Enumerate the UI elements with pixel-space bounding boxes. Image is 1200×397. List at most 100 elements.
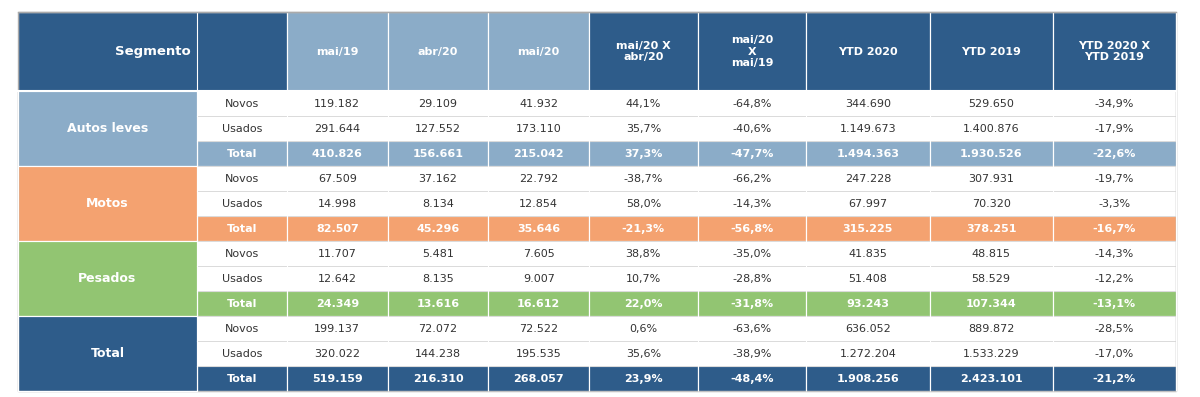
Bar (287, 116, 388, 141)
Text: 48.815: 48.815 (972, 249, 1010, 259)
Bar (806, 291, 930, 316)
Bar (697, 241, 806, 266)
Bar (388, 116, 488, 141)
Text: 1.908.256: 1.908.256 (836, 374, 899, 384)
Text: 44,1%: 44,1% (625, 99, 661, 109)
Bar (287, 241, 388, 266)
Text: -16,7%: -16,7% (1093, 224, 1136, 234)
Bar (388, 166, 488, 191)
Bar (589, 141, 697, 166)
Text: -14,3%: -14,3% (1094, 249, 1134, 259)
Text: 67.997: 67.997 (848, 199, 888, 209)
Text: 37.162: 37.162 (419, 174, 457, 184)
Text: -38,9%: -38,9% (732, 349, 772, 359)
Text: mai/20 X
abr/20: mai/20 X abr/20 (616, 41, 671, 62)
Bar (287, 91, 388, 116)
Bar (1052, 291, 1176, 316)
Bar (287, 316, 388, 341)
Text: 195.535: 195.535 (516, 349, 562, 359)
Text: 13.616: 13.616 (416, 299, 460, 309)
Text: Total: Total (227, 374, 257, 384)
Bar (197, 91, 287, 116)
Bar (930, 141, 1052, 166)
Text: mai/20: mai/20 (517, 46, 560, 57)
Bar (488, 291, 589, 316)
Text: 41.932: 41.932 (520, 99, 558, 109)
Text: Autos leves: Autos leves (67, 122, 148, 135)
Bar (806, 91, 930, 116)
Text: -63,6%: -63,6% (732, 324, 772, 334)
Text: 9.007: 9.007 (523, 274, 554, 284)
Bar (388, 341, 488, 366)
Text: -64,8%: -64,8% (732, 99, 772, 109)
Text: -19,7%: -19,7% (1094, 174, 1134, 184)
Bar (930, 12, 1052, 91)
Bar (930, 91, 1052, 116)
Bar (287, 291, 388, 316)
Bar (287, 141, 388, 166)
Bar (589, 12, 697, 91)
Text: -34,9%: -34,9% (1094, 99, 1134, 109)
Bar (806, 316, 930, 341)
Text: -21,3%: -21,3% (622, 224, 665, 234)
Bar (18, 166, 197, 241)
Text: Total: Total (227, 149, 257, 159)
Bar (930, 341, 1052, 366)
Bar (388, 141, 488, 166)
Bar (589, 241, 697, 266)
Bar (589, 191, 697, 216)
Bar (589, 91, 697, 116)
Text: 51.408: 51.408 (848, 274, 887, 284)
Text: 35.646: 35.646 (517, 224, 560, 234)
Text: 10,7%: 10,7% (625, 274, 661, 284)
Text: -48,4%: -48,4% (731, 374, 774, 384)
Bar (488, 316, 589, 341)
Bar (930, 266, 1052, 291)
Text: YTD 2020 X
YTD 2019: YTD 2020 X YTD 2019 (1079, 41, 1151, 62)
Text: Novos: Novos (224, 99, 259, 109)
Text: 199.137: 199.137 (314, 324, 360, 334)
Bar (589, 216, 697, 241)
Bar (388, 316, 488, 341)
Bar (930, 316, 1052, 341)
Text: 67.509: 67.509 (318, 174, 356, 184)
Bar (197, 116, 287, 141)
Text: 107.344: 107.344 (966, 299, 1016, 309)
Text: 1.930.526: 1.930.526 (960, 149, 1022, 159)
Bar (197, 141, 287, 166)
Text: 82.507: 82.507 (316, 224, 359, 234)
Text: 12.854: 12.854 (520, 199, 558, 209)
Bar (1052, 341, 1176, 366)
Text: -21,2%: -21,2% (1093, 374, 1136, 384)
Bar (388, 216, 488, 241)
Bar (1052, 316, 1176, 341)
Bar (197, 216, 287, 241)
Bar (488, 341, 589, 366)
Text: -12,2%: -12,2% (1094, 274, 1134, 284)
Text: 1.272.204: 1.272.204 (840, 349, 896, 359)
Bar (697, 141, 806, 166)
Text: 8.135: 8.135 (422, 274, 454, 284)
Text: -28,5%: -28,5% (1094, 324, 1134, 334)
Bar (197, 341, 287, 366)
Text: 529.650: 529.650 (968, 99, 1014, 109)
Bar (806, 266, 930, 291)
Bar (287, 12, 388, 91)
Bar (1052, 116, 1176, 141)
Text: 29.109: 29.109 (419, 99, 457, 109)
Bar (488, 191, 589, 216)
Bar (697, 191, 806, 216)
Bar (806, 216, 930, 241)
Text: 93.243: 93.243 (846, 299, 889, 309)
Text: 307.931: 307.931 (968, 174, 1014, 184)
Text: 11.707: 11.707 (318, 249, 356, 259)
Text: YTD 2019: YTD 2019 (961, 46, 1021, 57)
Text: 22.792: 22.792 (520, 174, 558, 184)
Bar (488, 216, 589, 241)
Text: mai/19: mai/19 (316, 46, 359, 57)
Text: Motos: Motos (86, 197, 128, 210)
Text: -47,7%: -47,7% (731, 149, 774, 159)
Bar (697, 266, 806, 291)
Bar (197, 266, 287, 291)
Bar (1052, 216, 1176, 241)
